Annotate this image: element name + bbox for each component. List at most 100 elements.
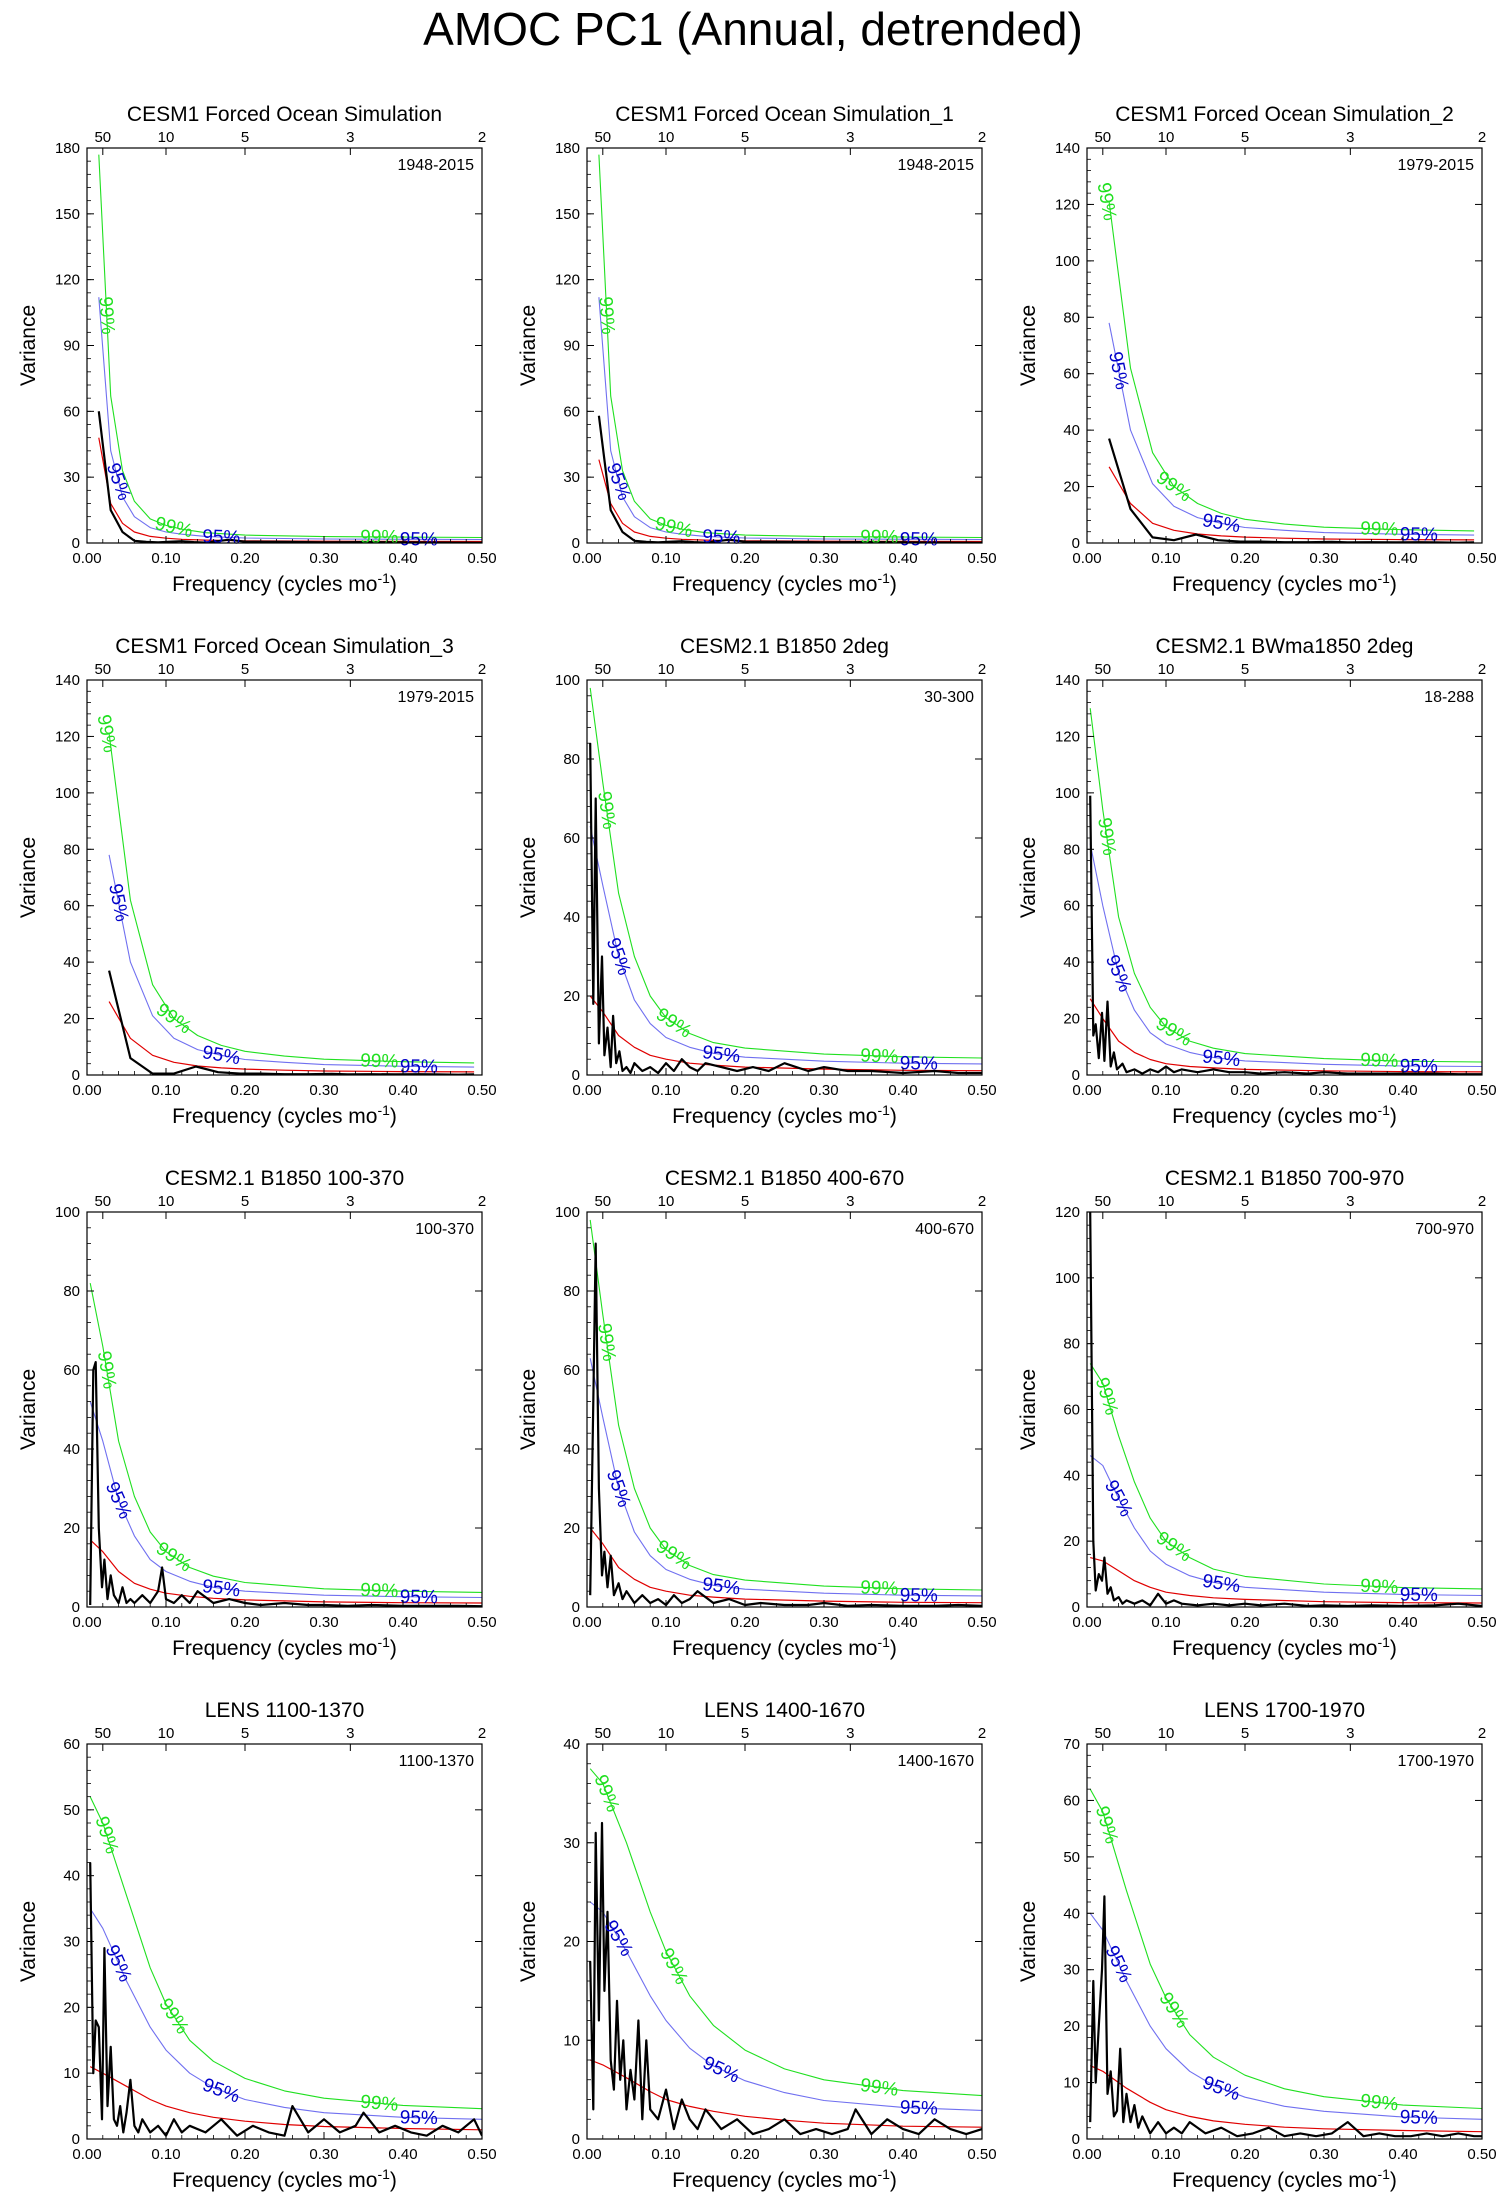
y-tick-label: 20 — [63, 1999, 80, 2016]
conf99-label: 99% — [1360, 1576, 1399, 1599]
x-tick-label: 0.50 — [967, 1082, 996, 1099]
y-tick-label: 20 — [1063, 1533, 1080, 1550]
y-tick-label: 10 — [1063, 2075, 1080, 2092]
conf95-label: 95% — [899, 2097, 938, 2119]
x-tick-label: 0.00 — [72, 1082, 101, 1099]
top-tick-label: 5 — [241, 1193, 249, 1210]
x-tick-label: 0.50 — [467, 1614, 496, 1631]
conf99-line — [589, 687, 982, 1059]
range-label: 1100-1370 — [399, 1753, 474, 1770]
conf95-label: 95% — [1201, 1571, 1242, 1598]
red-noise-line — [89, 1539, 482, 1604]
conf95-label: 95% — [104, 882, 132, 924]
y-tick-label: 80 — [563, 1283, 580, 1300]
x-tick-label: 0.00 — [1072, 2146, 1101, 2163]
y-tick-label: 40 — [1063, 1467, 1080, 1484]
x-axis-label: Frequency (cycles mo-1) — [172, 1634, 397, 1660]
conf99-label: 99% — [1360, 518, 1399, 540]
conf99-label: 99% — [860, 527, 898, 548]
top-tick-label: 5 — [1241, 1725, 1249, 1742]
y-tick-label: 120 — [1055, 1204, 1080, 1221]
red-noise-line — [1090, 1557, 1482, 1604]
x-tick-label: 0.20 — [730, 1614, 759, 1631]
conf99-label: 99% — [1152, 1013, 1196, 1051]
y-tick-label: 30 — [563, 469, 580, 486]
conf99-label: 99% — [652, 1004, 695, 1043]
conf99-line — [1089, 1363, 1482, 1590]
conf99-label: 99% — [1359, 2091, 1399, 2116]
y-tick-label: 20 — [1063, 479, 1080, 496]
top-tick-label: 10 — [158, 1725, 175, 1742]
range-label: 1948-2015 — [897, 157, 974, 174]
x-axis-label: Frequency (cycles mo-1) — [1172, 2166, 1397, 2192]
y-tick-label: 120 — [55, 728, 80, 745]
x-tick-label: 0.00 — [72, 2146, 101, 2163]
conf99-label: 99% — [860, 1577, 899, 1599]
y-tick-label: 80 — [1063, 309, 1080, 326]
top-tick-label: 50 — [1094, 129, 1111, 146]
y-tick-label: 150 — [555, 206, 580, 223]
x-tick-label: 0.10 — [151, 2146, 180, 2163]
x-tick-label: 0.30 — [809, 2146, 838, 2163]
conf95-label: 95% — [1201, 1046, 1241, 1071]
top-tick-label: 10 — [658, 1193, 675, 1210]
conf95-line — [98, 297, 482, 541]
panel-title: CESM2.1 B1850 700-970 — [1165, 1167, 1404, 1190]
range-label: 30-300 — [924, 689, 974, 706]
range-label: 400-670 — [915, 1221, 974, 1238]
conf95-label: 95% — [201, 1042, 242, 1069]
plot-frame — [1086, 147, 1483, 544]
x-tick-label: 0.30 — [1309, 550, 1338, 567]
conf95-label: 95% — [900, 1053, 938, 1074]
panel-3: 99%99%99%95%95% 95%0204060801001201400.00… — [1017, 103, 1497, 596]
top-tick-label: 3 — [846, 1725, 854, 1742]
conf95-line — [1089, 1912, 1482, 2120]
conf99-label: 99% — [152, 1538, 195, 1577]
spectrum-line — [1089, 1895, 1482, 2138]
conf95-label: 95% — [900, 1585, 938, 1606]
conf95-label: 95% — [602, 935, 635, 978]
top-tick-label: 2 — [478, 661, 486, 678]
y-tick-label: 20 — [63, 1520, 80, 1537]
conf95-label: 95% — [701, 1574, 741, 1600]
y-tick-label: 40 — [563, 909, 580, 926]
conf95-line — [598, 297, 982, 541]
x-tick-label: 0.00 — [1072, 1082, 1101, 1099]
x-tick-label: 0.10 — [651, 2146, 680, 2163]
x-tick-label: 0.50 — [467, 550, 496, 567]
plot-frame — [86, 1211, 483, 1608]
x-tick-label: 0.20 — [730, 2146, 759, 2163]
red-noise-line — [1089, 998, 1482, 1073]
y-tick-label: 20 — [563, 1520, 580, 1537]
x-tick-label: 0.50 — [1467, 550, 1496, 567]
y-tick-label: 10 — [563, 2032, 580, 2049]
x-tick-label: 0.30 — [1309, 1614, 1338, 1631]
plot-frame — [1086, 1743, 1483, 2140]
y-tick-label: 30 — [563, 1835, 580, 1852]
y-tick-label: 150 — [55, 206, 80, 223]
y-tick-label: 0 — [572, 1067, 580, 1084]
panel-title: LENS 1700-1970 — [1204, 1699, 1365, 1722]
x-tick-label: 0.20 — [1230, 2146, 1259, 2163]
y-tick-label: 30 — [63, 469, 80, 486]
top-tick-label: 10 — [1158, 1193, 1175, 1210]
top-tick-label: 10 — [1158, 1725, 1175, 1742]
y-tick-label: 140 — [1055, 672, 1080, 689]
top-tick-label: 10 — [158, 129, 175, 146]
x-tick-label: 0.10 — [151, 1614, 180, 1631]
conf99-label: 99% — [1093, 181, 1121, 222]
y-tick-label: 100 — [55, 1204, 80, 1221]
y-tick-label: 90 — [63, 338, 80, 355]
conf95-label: 95% — [400, 2107, 439, 2129]
conf99-label: 99% — [1360, 1050, 1399, 1072]
y-tick-label: 140 — [1055, 140, 1080, 157]
spectrum-line — [1089, 1212, 1482, 1607]
red-noise-line — [1108, 466, 1475, 541]
x-tick-label: 0.50 — [1467, 1082, 1496, 1099]
x-tick-label: 0.00 — [1072, 1614, 1101, 1631]
x-tick-label: 0.00 — [72, 1614, 101, 1631]
y-tick-label: 100 — [555, 1204, 580, 1221]
